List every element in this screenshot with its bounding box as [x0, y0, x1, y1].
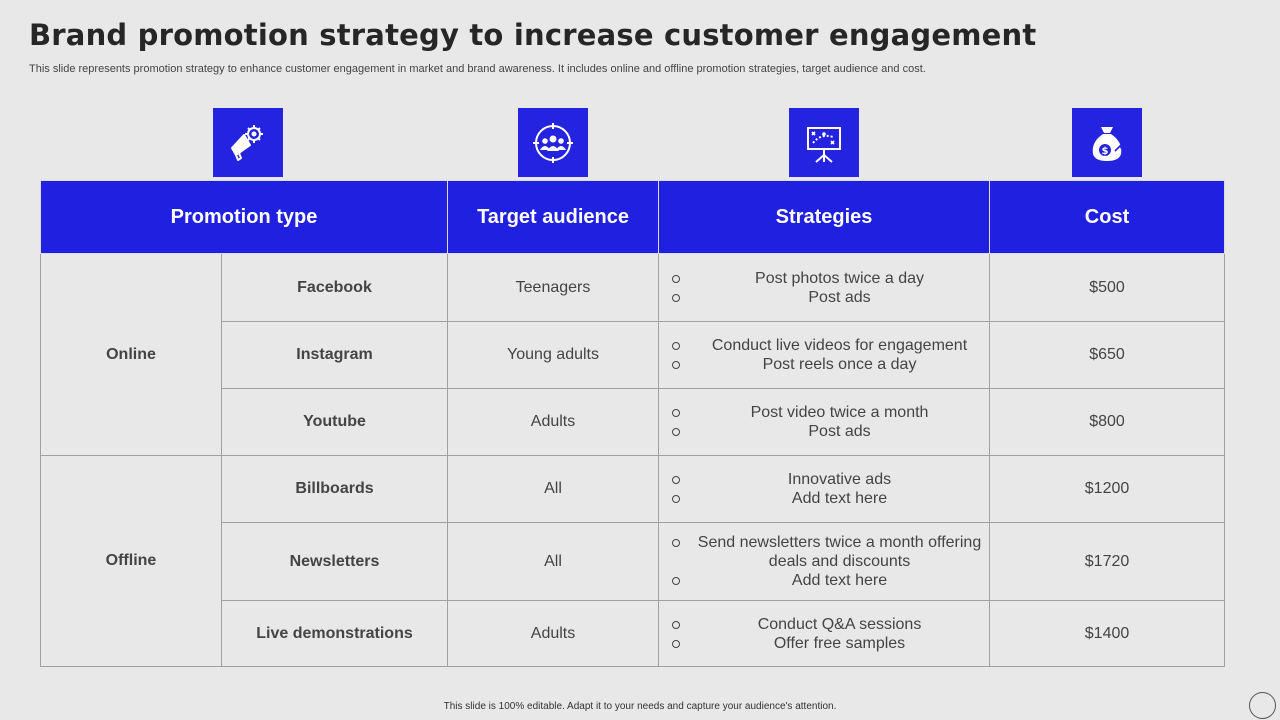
- audience-cell: All: [447, 455, 660, 523]
- table-row: Newsletters All Send newsletters twice a…: [41, 522, 1226, 601]
- table-header-row: Promotion type Target audience Strategie…: [39, 180, 1226, 254]
- strategies-cell: Post video twice a month Post ads: [658, 388, 991, 456]
- money-bag-icon: $: [1092, 126, 1127, 161]
- strategy-item: Post ads: [671, 288, 989, 307]
- page-subtitle: This slide represents promotion strategy…: [29, 63, 926, 75]
- cost-cell: $1200: [989, 455, 1226, 523]
- megaphone-icon-tile: [213, 108, 283, 177]
- audience-cell: Adults: [447, 388, 660, 456]
- cost-cell: $1400: [989, 600, 1226, 667]
- audience-cell: Young adults: [447, 321, 660, 389]
- table-row: Live demonstrations Adults Conduct Q&A s…: [41, 600, 1226, 667]
- strategy-item: Post photos twice a day: [671, 269, 989, 288]
- strategy-item: Add text here: [671, 571, 989, 590]
- strategy-item: Conduct Q&A sessions: [671, 615, 989, 634]
- audience-target-icon: [533, 122, 573, 163]
- cost-cell: $1720: [989, 522, 1226, 601]
- strategies-cell: Innovative ads Add text here: [658, 455, 991, 523]
- svg-text:$: $: [1102, 146, 1109, 157]
- header-promotion-type: Promotion type: [39, 180, 449, 254]
- cost-cell: $650: [989, 321, 1226, 389]
- table-row: Youtube Adults Post video twice a month …: [41, 388, 1226, 456]
- cost-cell: $800: [989, 388, 1226, 456]
- promotion-type-cell: Newsletters: [220, 522, 449, 601]
- page-title: Brand promotion strategy to increase cus…: [29, 18, 1037, 52]
- strategies-cell: Conduct Q&A sessions Offer free samples: [658, 600, 991, 667]
- strategy-item: Post reels once a day: [671, 355, 989, 374]
- audience-cell: Adults: [447, 600, 660, 667]
- table-row: Online Facebook Teenagers Post photos tw…: [40, 253, 1226, 456]
- strategy-item: Post video twice a month: [671, 403, 989, 422]
- strategy-item: Post ads: [671, 422, 989, 441]
- corner-circle-icon: [1249, 692, 1276, 719]
- audience-cell: All: [447, 522, 660, 601]
- promotion-type-cell: Youtube: [220, 388, 449, 456]
- strategies-cell: Post photos twice a day Post ads: [658, 253, 991, 322]
- group-online: Online: [40, 253, 222, 456]
- footer-note: This slide is 100% editable. Adapt it to…: [443, 701, 837, 712]
- audience-target-icon-tile: [518, 108, 588, 177]
- strategy-item: Add text here: [671, 489, 989, 508]
- header-strategies: Strategies: [658, 180, 991, 254]
- promotion-type-cell: Billboards: [220, 455, 449, 523]
- strategy-board-icon-tile: [789, 108, 859, 177]
- promotion-type-cell: Facebook: [220, 253, 449, 322]
- audience-cell: Teenagers: [447, 253, 660, 322]
- table-row: Offline Billboards All Innovative ads Ad…: [40, 455, 1226, 667]
- header-target-audience: Target audience: [447, 180, 660, 254]
- table-row: Instagram Young adults Conduct live vide…: [41, 321, 1226, 389]
- promotion-type-cell: Live demonstrations: [220, 600, 449, 667]
- strategy-item: Offer free samples: [671, 634, 989, 653]
- megaphone-icon: [231, 124, 263, 161]
- strategy-item: Innovative ads: [671, 470, 989, 489]
- promotion-strategy-table: Promotion type Target audience Strategie…: [39, 180, 1226, 667]
- strategies-cell: Send newsletters twice a month offering …: [658, 522, 991, 601]
- strategy-item: Conduct live videos for engagement: [671, 336, 989, 355]
- header-cost: Cost: [989, 180, 1226, 254]
- promotion-type-cell: Instagram: [220, 321, 449, 389]
- cost-cell: $500: [989, 253, 1226, 322]
- strategies-cell: Conduct live videos for engagement Post …: [658, 321, 991, 389]
- money-bag-icon-tile: $: [1072, 108, 1142, 177]
- group-offline: Offline: [40, 455, 222, 667]
- strategy-board-icon: [807, 126, 841, 163]
- strategy-item: Send newsletters twice a month offering …: [671, 533, 989, 571]
